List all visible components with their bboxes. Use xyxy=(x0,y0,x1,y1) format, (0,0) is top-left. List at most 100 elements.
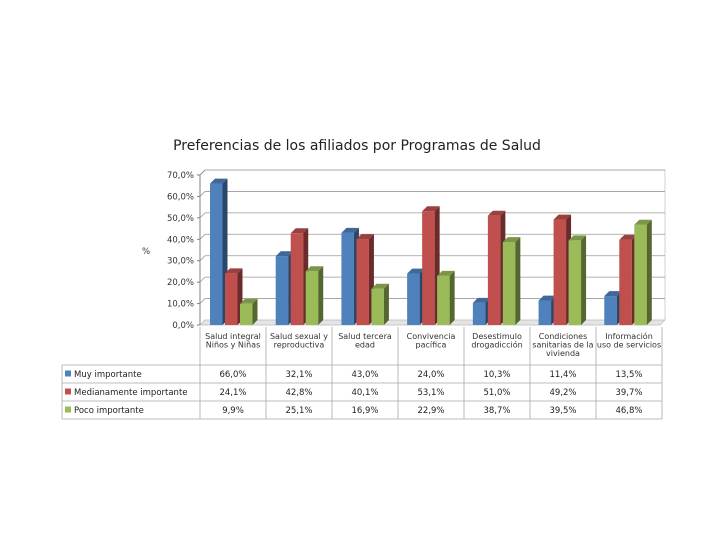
y-tick-label: 10,0% xyxy=(167,300,194,310)
bar xyxy=(371,283,389,325)
bar-top xyxy=(225,268,243,274)
bar-front xyxy=(437,275,450,325)
data-label: 53,1% xyxy=(417,388,444,398)
bar-top xyxy=(619,234,637,240)
bar-top xyxy=(634,219,652,225)
bar-side xyxy=(252,298,258,325)
bar-side xyxy=(646,219,652,325)
legend-entry: Muy importante xyxy=(74,370,142,380)
data-label: 13,5% xyxy=(615,370,642,380)
y-tick-label: 30,0% xyxy=(167,257,194,267)
bar-top xyxy=(341,227,359,233)
bar-side xyxy=(581,235,587,325)
bar xyxy=(553,214,572,325)
category-label: Salud tercera edad xyxy=(338,332,392,350)
bar-top xyxy=(472,297,491,303)
bar xyxy=(487,210,506,325)
bar-front xyxy=(634,224,647,325)
gridline-diag xyxy=(199,191,206,197)
data-label: 10,3% xyxy=(483,370,510,380)
legend-key xyxy=(65,406,71,413)
bar-top xyxy=(553,214,572,220)
bar xyxy=(407,268,425,325)
bar-top xyxy=(487,210,506,216)
bar xyxy=(568,235,587,325)
legend-key xyxy=(65,388,71,395)
bar xyxy=(275,251,294,325)
gridline-diag xyxy=(199,298,206,304)
data-table: Salud integral Niños y Niñas Salud sexual … xyxy=(61,327,663,420)
bar xyxy=(240,298,258,325)
gridline-diag xyxy=(199,255,206,261)
bar-top xyxy=(305,266,324,272)
gridline-diag xyxy=(199,234,206,240)
bar-front xyxy=(568,240,582,325)
legend-entry: Poco importante xyxy=(74,406,144,416)
data-label: 22,9% xyxy=(417,406,444,416)
bar-top xyxy=(356,234,374,240)
bar xyxy=(225,268,243,325)
bar xyxy=(619,234,637,325)
bar xyxy=(356,234,374,325)
data-label: 25,1% xyxy=(285,406,312,416)
bar-top xyxy=(407,268,425,274)
bar-front xyxy=(240,303,253,325)
bar-front xyxy=(502,242,516,325)
bar-top xyxy=(210,178,228,184)
bar-front xyxy=(422,211,435,325)
data-label: 40,1% xyxy=(351,388,378,398)
bar-top xyxy=(538,295,557,301)
category-label: Salud integral Niños y Niñas xyxy=(205,332,261,350)
bar-front xyxy=(371,288,384,325)
bar xyxy=(538,295,557,325)
bar-front xyxy=(553,219,567,325)
bar-front xyxy=(210,183,223,325)
bar-side xyxy=(383,283,389,325)
bars xyxy=(210,178,652,325)
bar-front xyxy=(472,302,486,325)
data-label: 42,8% xyxy=(285,388,312,398)
bar xyxy=(210,178,228,325)
bar-side xyxy=(515,237,521,325)
legend-key xyxy=(65,370,71,377)
y-tick-label: 70,0% xyxy=(167,171,194,181)
y-tick-label: 0,0% xyxy=(172,321,194,331)
bar-front xyxy=(225,273,238,325)
bar-top xyxy=(604,291,622,297)
category-label: Salud sexual y reproductiva xyxy=(270,332,328,350)
bar-front xyxy=(275,256,289,325)
category-label: Desestimulo drogadicción xyxy=(471,332,522,350)
data-label: 11,4% xyxy=(549,370,576,380)
bar-side xyxy=(318,266,324,325)
data-label: 51,0% xyxy=(483,388,510,398)
data-label: 24,1% xyxy=(219,388,246,398)
data-label: 66,0% xyxy=(219,370,246,380)
data-label: 9,9% xyxy=(222,406,244,416)
bar xyxy=(634,219,652,325)
bar-top xyxy=(275,251,294,257)
data-label: 32,1% xyxy=(285,370,312,380)
bar xyxy=(502,237,521,325)
chart-title: Preferencias de los afiliados por Progra… xyxy=(173,138,541,154)
bar xyxy=(472,297,491,325)
bar xyxy=(290,228,309,325)
bar-top xyxy=(240,298,258,304)
bar xyxy=(422,206,440,325)
bar-front xyxy=(604,296,617,325)
bar-side xyxy=(449,270,455,325)
bar-top xyxy=(502,237,521,243)
y-tick-label: 20,0% xyxy=(167,278,194,288)
data-label: 46,8% xyxy=(615,406,642,416)
data-label: 43,0% xyxy=(351,370,378,380)
bar-top xyxy=(568,235,587,241)
y-tick-label: 50,0% xyxy=(167,214,194,224)
bar-front xyxy=(538,300,552,325)
bar-top xyxy=(437,270,455,276)
bar-top xyxy=(371,283,389,289)
gridline-diag xyxy=(199,169,206,176)
bar-top xyxy=(290,228,309,234)
bar xyxy=(437,270,455,325)
bar xyxy=(305,266,324,325)
category-label: Información uso de servicios xyxy=(597,331,661,350)
